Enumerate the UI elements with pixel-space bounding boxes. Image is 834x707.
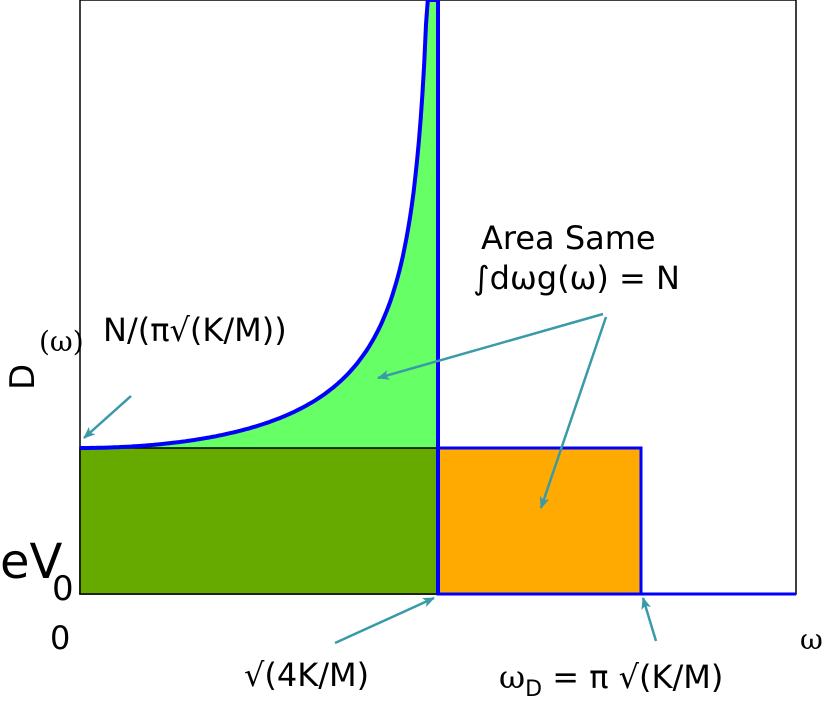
debye-low-box: [79, 447, 439, 595]
normalization-label: N/(π√(K/M)): [103, 311, 287, 349]
dispersion-dos-curve: [80, 0, 438, 450]
area-integral: ∫dωg(ω) = N: [473, 259, 680, 297]
density-y-label: D: [3, 364, 44, 390]
peak-frequency-label: √(4K/M): [244, 656, 370, 694]
debye-subscript: D: [525, 677, 543, 702]
dos-subscript: 0: [52, 569, 74, 609]
arrow-debye: [641, 597, 658, 642]
density-omega: (ω): [39, 325, 84, 358]
omega-axis-label: ω: [800, 623, 823, 656]
debye-rhs: = π √(K/M): [542, 658, 724, 696]
arrow-normalization: [83, 395, 132, 439]
arrow-area-green: [377, 312, 604, 380]
dispersion-dos-fill: [80, 0, 438, 448]
area-title: Area Same: [481, 219, 656, 257]
arrow-area-orange: [539, 316, 608, 509]
debye-high-box: [436, 446, 643, 596]
debye-frequency-label: ωD = π √(K/M): [499, 658, 724, 701]
origin-label: 0: [50, 619, 71, 657]
density-label-group: D (ω) N/(π√(K/M)): [3, 270, 340, 390]
debye-omega: ω: [499, 658, 526, 696]
dos-partial-label: eV: [0, 534, 63, 590]
density-letter: D: [3, 363, 43, 390]
arrow-peak: [334, 596, 435, 645]
